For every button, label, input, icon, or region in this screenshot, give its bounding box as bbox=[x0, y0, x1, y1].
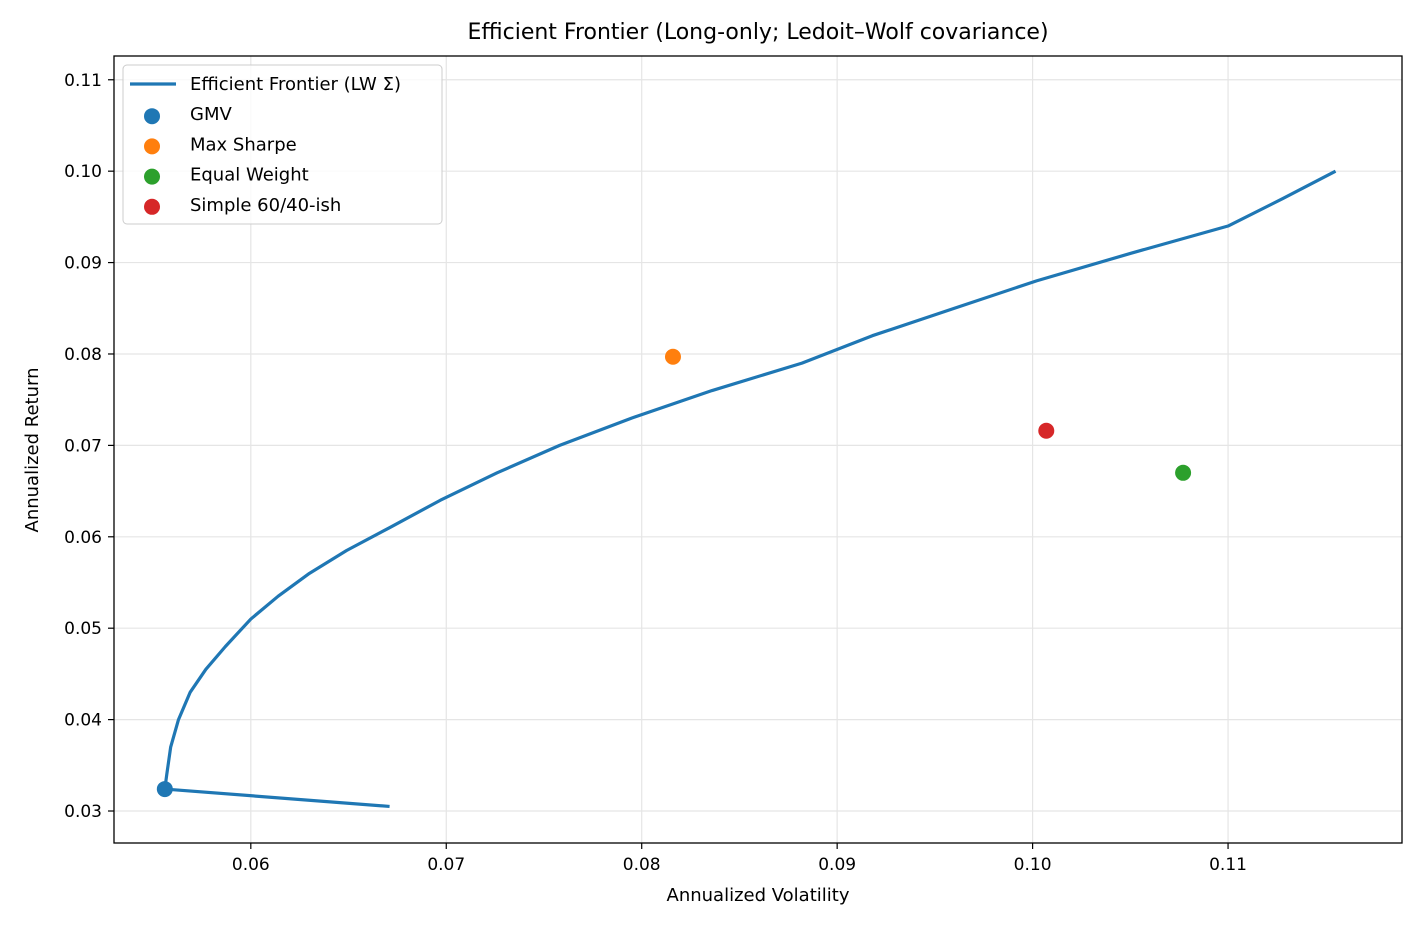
legend-label: Max Sharpe bbox=[190, 134, 297, 155]
y-tick-label: 0.11 bbox=[64, 71, 102, 91]
y-axis-ticks: 0.03 0.04 0.05 0.06 0.07 0.08 0.09 0.10 0.11 bbox=[64, 71, 114, 822]
legend-marker-icon bbox=[144, 108, 160, 125]
legend-marker-icon bbox=[144, 198, 160, 215]
y-tick-label: 0.07 bbox=[64, 436, 102, 456]
point-max-sharpe bbox=[664, 348, 681, 365]
legend-box bbox=[122, 64, 443, 225]
x-axis-label: Annualized Volatility bbox=[667, 885, 850, 906]
x-tick-label: 0.07 bbox=[427, 855, 465, 875]
legend-label: Efficient Frontier (LW Σ) bbox=[190, 74, 401, 95]
x-tick-label: 0.09 bbox=[818, 855, 856, 875]
grid-lines bbox=[114, 56, 1402, 843]
x-tick-label: 0.11 bbox=[1209, 855, 1247, 875]
point-equal-weight bbox=[1175, 464, 1192, 481]
x-tick-label: 0.06 bbox=[232, 855, 270, 875]
legend: Efficient Frontier (LW Σ) GMV Max Sharpe Eq… bbox=[122, 64, 443, 225]
y-tick-label: 0.03 bbox=[64, 802, 102, 822]
point-gmv bbox=[156, 781, 173, 798]
y-tick-label: 0.09 bbox=[64, 254, 102, 274]
legend-marker-icon bbox=[144, 168, 160, 185]
chart-title: Efficient Frontier (Long-only; Ledoit–Wo… bbox=[467, 20, 1049, 45]
legend-marker-icon bbox=[144, 138, 160, 155]
y-tick-label: 0.10 bbox=[64, 162, 102, 182]
frontier-line bbox=[163, 169, 1337, 809]
legend-label: Simple 60/40-ish bbox=[190, 195, 341, 216]
plot-area bbox=[156, 169, 1337, 809]
y-axis-label: Annualized Return bbox=[22, 368, 43, 533]
y-tick-label: 0.05 bbox=[64, 619, 102, 639]
y-tick-label: 0.04 bbox=[64, 711, 102, 731]
x-tick-label: 0.08 bbox=[623, 855, 661, 875]
y-tick-label: 0.06 bbox=[64, 528, 102, 548]
legend-label: GMV bbox=[190, 104, 232, 125]
x-axis-ticks: 0.06 0.07 0.08 0.09 0.10 0.11 bbox=[232, 843, 1247, 875]
legend-label: Equal Weight bbox=[190, 165, 309, 186]
point-simple-60-40-ish bbox=[1038, 422, 1055, 439]
y-tick-label: 0.08 bbox=[64, 345, 102, 365]
axes-frame bbox=[113, 55, 1403, 844]
x-tick-label: 0.10 bbox=[1014, 855, 1052, 875]
